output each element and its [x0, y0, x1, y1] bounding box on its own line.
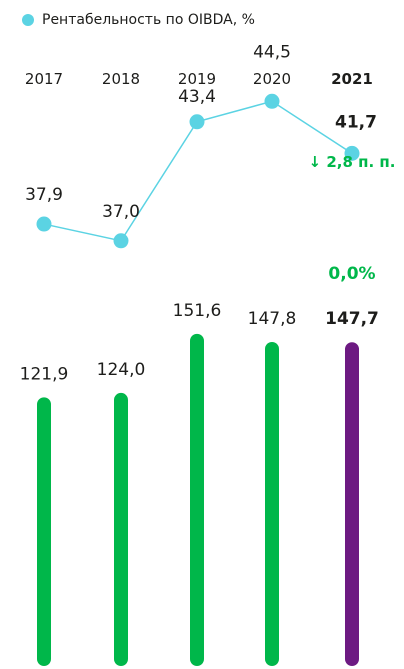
bar-2019 — [190, 333, 204, 666]
bar-value-label-2018: 124,0 — [97, 360, 146, 380]
x-tick-label-2021: 2021 — [331, 70, 373, 88]
line-point-2020 — [264, 93, 280, 109]
legend-label: Рентабельность по OIBDA, % — [42, 12, 255, 28]
line-value-label-2017: 37,9 — [25, 185, 63, 205]
bar-2021 — [345, 342, 359, 666]
line-value-label-2021: 41,7 — [335, 112, 377, 132]
x-tick-label-2017: 2017 — [25, 70, 63, 88]
bar-value-label-2017: 121,9 — [20, 364, 69, 384]
bar-change-annotation: 0,0% — [328, 264, 375, 284]
line-point-2017 — [36, 216, 52, 232]
legend-marker — [22, 14, 34, 26]
line-point-2021 — [344, 145, 360, 161]
bar-value-label-2021: 147,7 — [325, 309, 379, 329]
chart-legend: Рентабельность по OIBDA, % — [22, 10, 255, 30]
bar-value-label-2020: 147,8 — [248, 309, 297, 329]
line-value-label-2018: 37,0 — [102, 202, 140, 222]
x-tick-label-2019: 2019 — [178, 70, 216, 88]
line-value-label-2020: 44,5 — [253, 42, 291, 62]
line-change-annotation: ↓ 2,8 п. п. — [309, 153, 396, 171]
bar-2020 — [265, 342, 279, 666]
line-point-2018 — [113, 233, 129, 249]
bar-2018 — [114, 392, 128, 666]
x-tick-label-2018: 2018 — [102, 70, 140, 88]
line-point-2019 — [189, 114, 205, 130]
bar-2017 — [37, 397, 51, 666]
x-tick-label-2020: 2020 — [253, 70, 291, 88]
bar-value-label-2019: 151,6 — [173, 301, 222, 321]
line-value-label-2019: 43,4 — [178, 87, 216, 107]
